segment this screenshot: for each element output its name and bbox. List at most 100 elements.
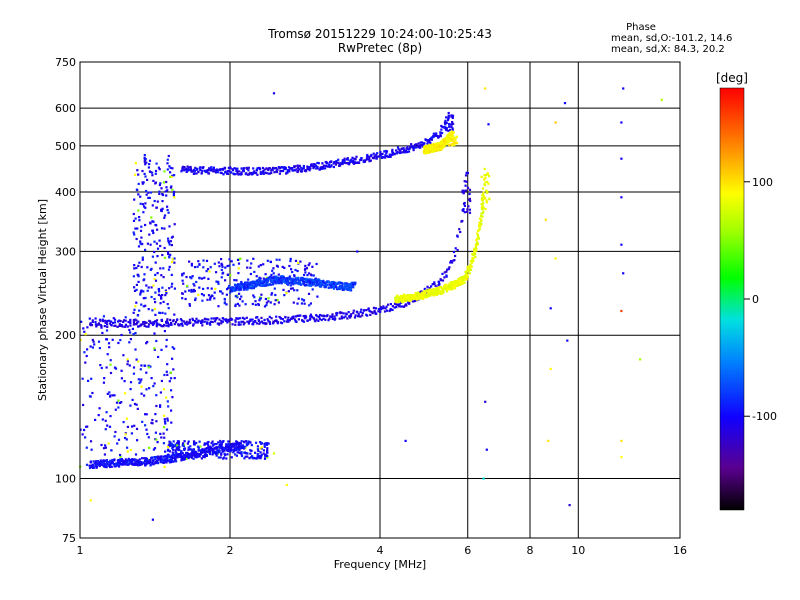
data-point [257, 303, 260, 306]
data-point [443, 141, 446, 144]
data-point [294, 268, 297, 272]
x-tick-label: 4 [377, 544, 384, 557]
data-point [145, 428, 148, 431]
data-point [156, 255, 159, 258]
data-point [188, 289, 191, 292]
data-point [263, 305, 267, 308]
data-point [286, 279, 289, 282]
data-point [456, 248, 459, 252]
data-point [163, 465, 166, 468]
data-point [143, 205, 146, 208]
data-point [206, 298, 209, 301]
data-point [135, 283, 138, 286]
data-point [461, 189, 464, 192]
data-point [283, 166, 286, 169]
data-point [137, 275, 140, 278]
data-point [140, 303, 143, 306]
data-point [340, 311, 343, 314]
data-point [251, 280, 254, 283]
data-point [155, 438, 158, 441]
data-point [435, 287, 438, 290]
data-point [382, 306, 385, 309]
data-point [275, 275, 278, 278]
data-point [409, 146, 412, 149]
data-point [451, 116, 454, 119]
data-point [203, 317, 206, 320]
data-point [206, 441, 209, 444]
data-point [237, 443, 241, 447]
data-point [129, 324, 132, 327]
data-point [188, 303, 191, 306]
data-point [126, 450, 129, 453]
data-point [94, 418, 97, 421]
data-point [166, 168, 169, 171]
data-point [276, 322, 279, 325]
data-point [260, 455, 263, 458]
data-point [486, 190, 489, 193]
data-point [150, 377, 153, 380]
data-point [258, 276, 261, 279]
data-point [252, 294, 255, 297]
data-point [308, 278, 311, 281]
data-point [230, 444, 234, 448]
data-point [451, 261, 454, 264]
data-point [111, 462, 114, 465]
data-point [335, 314, 338, 317]
data-point [167, 323, 170, 326]
data-point [182, 272, 185, 275]
data-point [309, 315, 312, 318]
data-point [249, 318, 252, 321]
data-point [326, 162, 329, 165]
data-point [282, 169, 285, 173]
data-point [205, 454, 208, 457]
data-point [441, 272, 444, 275]
data-point [348, 289, 351, 292]
data-point [176, 455, 179, 458]
data-point [234, 295, 237, 298]
data-point [162, 455, 165, 458]
data-point [554, 121, 557, 124]
data-point [222, 271, 225, 274]
data-point [224, 266, 227, 269]
data-point [439, 286, 443, 289]
data-point [453, 137, 456, 140]
data-point [445, 116, 448, 119]
data-point [233, 448, 236, 451]
data-point [138, 216, 141, 219]
data-point [235, 454, 238, 457]
data-point [385, 152, 388, 155]
data-point [208, 169, 211, 172]
data-point [440, 146, 443, 149]
data-point [482, 195, 485, 198]
data-point [264, 297, 267, 301]
data-point [403, 297, 406, 300]
data-point [181, 279, 184, 282]
data-point [94, 323, 97, 326]
data-point [222, 449, 225, 452]
data-point [454, 254, 457, 258]
data-point [264, 322, 267, 326]
data-point [154, 431, 157, 434]
data-point [116, 462, 119, 465]
data-point [153, 240, 156, 243]
data-point [227, 318, 230, 321]
data-point [205, 450, 208, 453]
data-point [244, 303, 247, 306]
data-point [116, 442, 119, 445]
data-point [253, 280, 256, 283]
data-point [324, 284, 327, 287]
data-point [117, 320, 120, 323]
data-point [210, 442, 213, 445]
data-point [410, 298, 413, 301]
data-point [387, 155, 390, 158]
data-point [159, 244, 162, 248]
data-point [314, 163, 317, 166]
data-point [153, 277, 156, 281]
data-point [136, 188, 139, 192]
data-point [205, 322, 209, 325]
data-point [188, 455, 191, 459]
data-point [235, 286, 238, 289]
data-point [139, 293, 142, 296]
data-point [333, 282, 336, 285]
data-point [226, 288, 229, 291]
